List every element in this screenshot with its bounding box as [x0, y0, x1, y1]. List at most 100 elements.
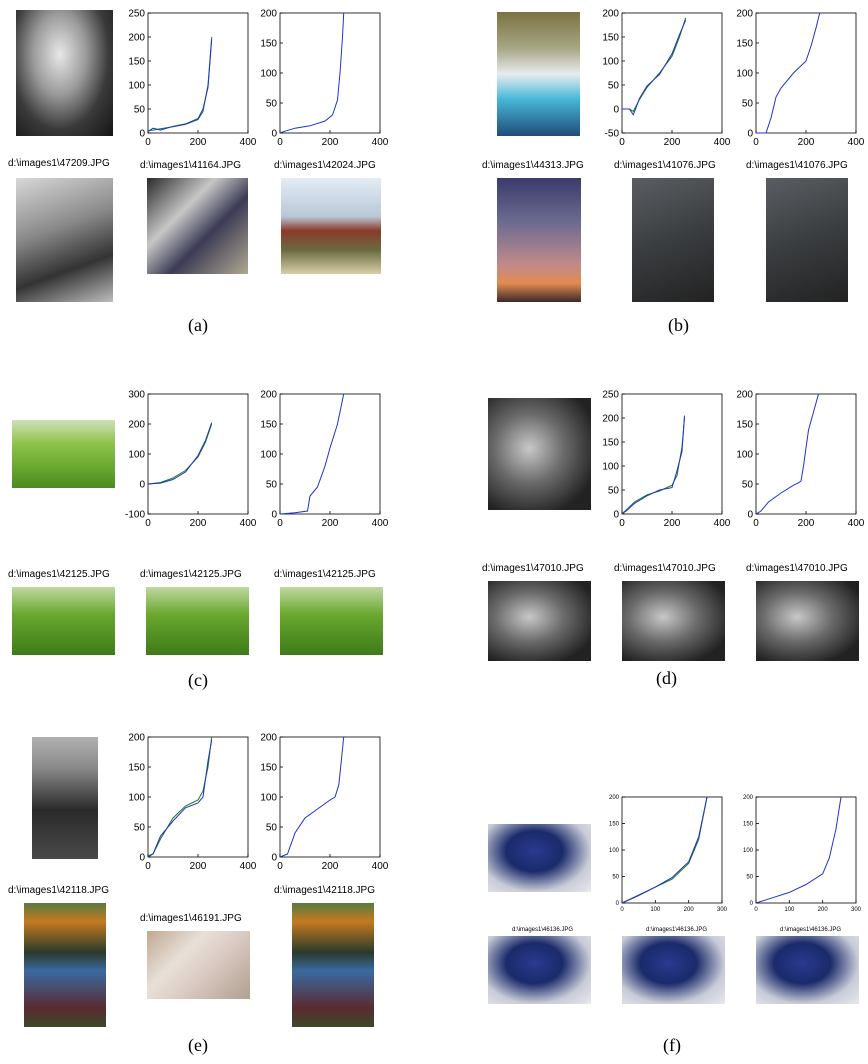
y-tick-label: 0	[747, 510, 753, 521]
plot-frame	[755, 393, 857, 515]
x-tick-label: 400	[714, 518, 731, 529]
plot-frame	[621, 796, 723, 904]
caption-d: (d)	[656, 668, 677, 688]
x-tick-label: 400	[714, 137, 731, 148]
plot-frame	[279, 736, 381, 858]
x-tick-label: 0	[145, 518, 151, 529]
photo-b-3	[766, 178, 848, 302]
y-tick-label: 200	[736, 390, 753, 401]
y-tick-label: 150	[609, 822, 620, 828]
plot-area: 0 100 200 300 0 50 100 150 200	[609, 795, 728, 913]
y-tick-label: 50	[608, 81, 620, 92]
x-tick-label: 200	[664, 137, 681, 148]
y-tick-label: 50	[612, 875, 619, 881]
y-tick-label: 200	[736, 9, 753, 20]
x-tick-label: 200	[190, 518, 207, 529]
series-line-1	[755, 393, 819, 515]
series-line-2	[621, 796, 708, 904]
y-tick-label: 100	[609, 848, 620, 854]
photo-a-1	[16, 178, 113, 302]
caption-b: (b)	[668, 315, 689, 335]
plot-frame	[147, 12, 249, 134]
plot-area: 0 200 400 0 50 100 150 200	[128, 733, 256, 873]
plot-f-1: 0 100 200 300 0 50 100 150 200	[609, 795, 728, 913]
series-line-2	[622, 20, 687, 116]
x-tick-label: 400	[372, 137, 389, 148]
y-tick-label: 150	[743, 822, 754, 828]
plot-area: 0 100 200 300 0 50 100 150 200	[743, 795, 862, 913]
x-tick-label: 200	[322, 137, 339, 148]
y-tick-label: 150	[602, 33, 619, 44]
caption-a: (a)	[188, 315, 208, 335]
y-tick-label: 150	[736, 420, 753, 431]
photo-d-2	[622, 581, 725, 661]
y-tick-label: 100	[602, 57, 619, 68]
x-tick-label: 200	[664, 518, 681, 529]
x-tick-label: 200	[322, 518, 339, 529]
photo-c-3	[280, 587, 383, 655]
series-line-1	[621, 796, 708, 904]
y-tick-label: 150	[260, 39, 277, 50]
y-tick-label: 50	[266, 99, 278, 110]
plot-f-2: 0 100 200 300 0 50 100 150 200	[743, 795, 862, 913]
y-tick-label: 0	[747, 129, 753, 140]
series-line-2	[621, 415, 685, 515]
plot-area: 0 200 400 0 50 100 150 200	[260, 390, 388, 530]
x-tick-label: 200	[190, 137, 207, 148]
query-photo-d	[488, 398, 591, 510]
query-label-b: d:\images1\44313.JPG	[482, 160, 584, 171]
y-tick-label: 200	[260, 390, 277, 401]
plot-frame	[621, 12, 723, 134]
y-tick-label: 200	[602, 414, 619, 425]
y-tick-label: 0	[616, 901, 620, 907]
series-line-1	[147, 736, 213, 857]
y-tick-label: -50	[605, 129, 620, 140]
y-tick-label: 0	[271, 510, 277, 521]
query-label-a: d:\images1\47209.JPG	[8, 158, 110, 169]
y-tick-label: 300	[128, 390, 145, 401]
photo-b-2	[632, 178, 714, 302]
x-tick-label: 200	[684, 907, 695, 913]
y-tick-label: 100	[128, 81, 145, 92]
x-tick-label: 400	[240, 518, 257, 529]
plot-area: 0 200 400 0 50 100 150 200	[736, 390, 864, 530]
y-tick-label: 50	[746, 875, 753, 881]
plot-a-1: 0 200 400 0 50 100 150 200 250	[128, 9, 256, 149]
series-line-1	[622, 17, 687, 113]
y-tick-label: 150	[602, 438, 619, 449]
result-label-b-1: d:\images1\41076.JPG	[614, 160, 716, 171]
x-tick-label: 400	[372, 861, 389, 872]
plot-e-1: 0 200 400 0 50 100 150 200	[128, 733, 256, 873]
y-tick-label: 50	[266, 823, 278, 834]
y-tick-label: 0	[139, 853, 145, 864]
plot-area: 0 200 400 0 50 100 150 200	[260, 733, 388, 873]
result-label-c-1: d:\images1\42125.JPG	[8, 569, 110, 580]
y-tick-label: 100	[260, 450, 277, 461]
x-tick-label: 300	[717, 907, 728, 913]
result-label-f-2: d:\images1\46136.JPG	[646, 927, 708, 933]
result-label-e-1: d:\images1\46191.JPG	[140, 913, 242, 924]
y-tick-label: 100	[260, 69, 277, 80]
series-line-2	[147, 39, 213, 133]
series-line-1	[621, 417, 685, 515]
y-tick-label: 50	[608, 486, 620, 497]
x-tick-label: 0	[145, 861, 151, 872]
x-tick-label: 200	[798, 137, 815, 148]
series-line-1	[279, 393, 345, 515]
y-tick-label: 0	[613, 510, 619, 521]
result-label-c-2: d:\images1\42125.JPG	[140, 569, 242, 580]
plot-area: 0 200 400 0 50 100 150 200 250	[602, 390, 730, 530]
y-tick-label: 100	[128, 450, 145, 461]
result-label-f-1: d:\images1\46136.JPG	[512, 927, 574, 933]
photo-d-3	[756, 581, 859, 661]
plot-frame	[621, 393, 723, 515]
y-tick-label: 150	[736, 39, 753, 50]
x-tick-label: 0	[277, 861, 283, 872]
photo-f-3	[756, 936, 859, 1004]
x-tick-label: 200	[190, 861, 207, 872]
y-tick-label: 250	[602, 390, 619, 401]
photo-a-3	[281, 178, 381, 274]
plot-d-2: 0 200 400 0 50 100 150 200	[736, 390, 864, 530]
